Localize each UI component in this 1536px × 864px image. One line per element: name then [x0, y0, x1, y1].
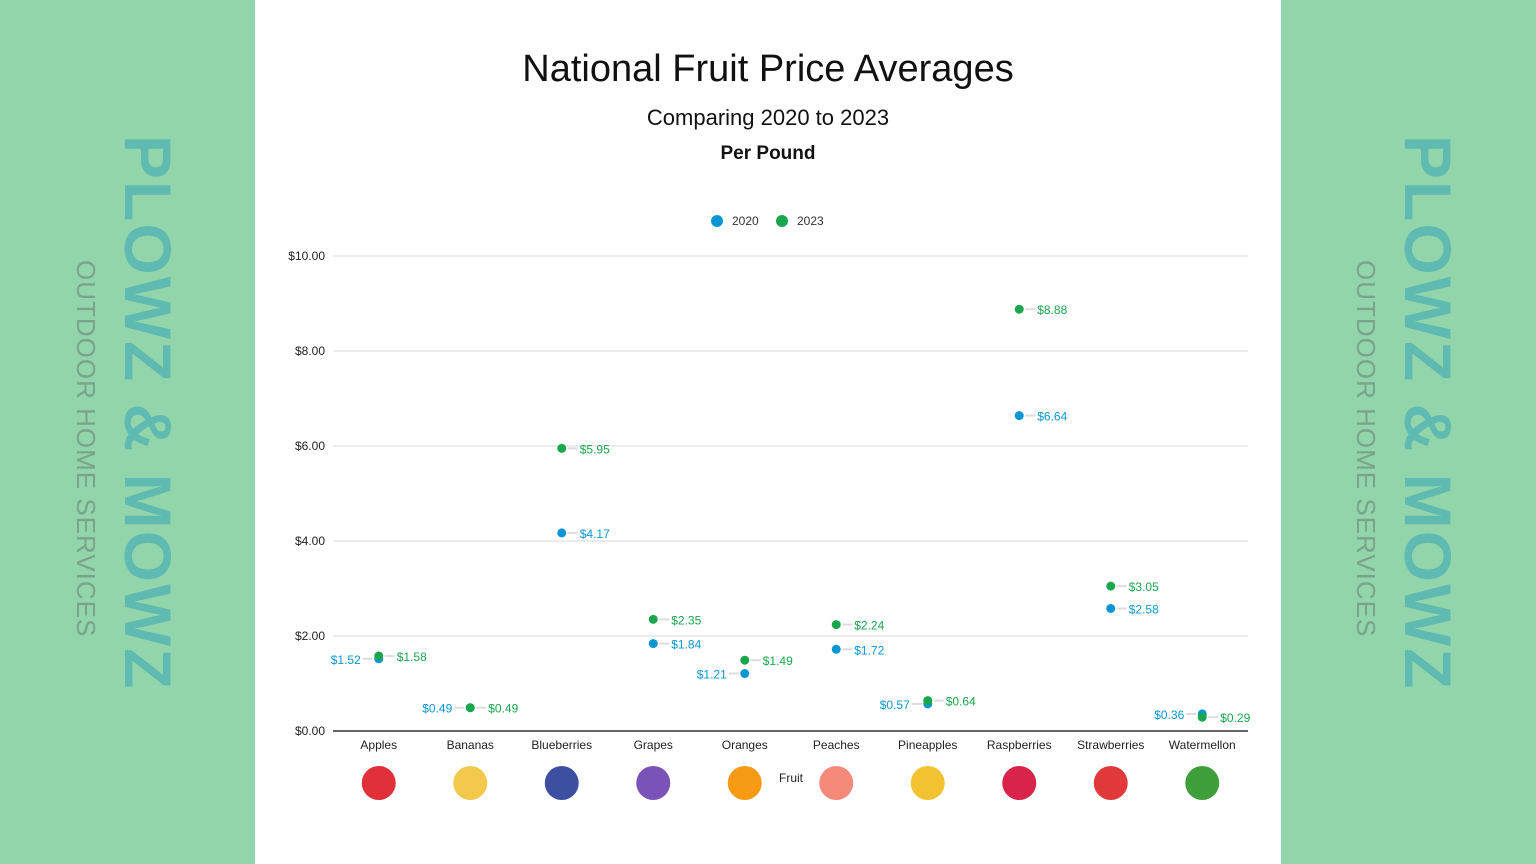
data-point-2023 — [1106, 581, 1116, 591]
chart-title: National Fruit Price Averages — [522, 48, 1014, 90]
y-tick-label: $0.00 — [295, 724, 325, 738]
legend-marker — [776, 215, 788, 227]
data-point-2023 — [740, 655, 750, 665]
strawberry-icon — [1093, 766, 1128, 800]
apple-icon — [361, 766, 396, 800]
x-tick-label: Pineapples — [898, 738, 957, 752]
data-point-2020 — [740, 669, 750, 679]
data-label-2023: $5.95 — [580, 442, 610, 456]
logo-tagline: OUTDOOR HOME SERVICES — [1351, 260, 1381, 638]
y-tick-label: $8.00 — [295, 344, 325, 358]
data-label-2020: $0.36 — [1154, 708, 1184, 722]
data-point-2020 — [831, 644, 841, 654]
data-point-2023 — [923, 696, 933, 706]
legend-label: 2023 — [797, 214, 824, 228]
banana-icon — [453, 766, 488, 800]
data-label-2020: $1.21 — [697, 668, 727, 682]
blueberries-icon — [544, 766, 579, 800]
data-point-2020 — [648, 639, 658, 649]
raspberry-icon — [1002, 766, 1037, 800]
logo-tagline: OUTDOOR HOME SERVICES — [71, 260, 101, 638]
data-point-2020 — [557, 528, 567, 538]
x-tick-label: Watermellon — [1169, 738, 1236, 752]
orange-icon — [727, 766, 762, 800]
data-label-2020: $6.64 — [1037, 410, 1067, 424]
x-tick-label: Peaches — [813, 738, 860, 752]
data-point-2023 — [1014, 304, 1024, 314]
y-tick-label: $10.00 — [288, 249, 325, 263]
pineapple-icon — [910, 766, 945, 800]
legend-marker — [711, 215, 723, 227]
grapes-icon — [636, 766, 671, 800]
data-point-2020 — [1106, 603, 1116, 613]
data-label-2023: $0.29 — [1220, 711, 1250, 725]
data-point-2020 — [1014, 411, 1024, 421]
y-tick-label: $2.00 — [295, 629, 325, 643]
data-label-2023: $2.24 — [854, 619, 884, 633]
data-point-2023 — [557, 443, 567, 453]
x-tick-label: Oranges — [722, 738, 768, 752]
chart-subtitle-unit: Per Pound — [720, 143, 816, 164]
peach-icon — [819, 766, 854, 800]
data-label-2020: $0.49 — [422, 702, 452, 716]
data-point-2023 — [374, 651, 384, 661]
watermelon-icon — [1185, 766, 1220, 800]
data-label-2020: $0.57 — [880, 698, 910, 712]
logo-brand: PLOWZ & MOWZ — [1391, 135, 1465, 691]
data-label-2020: $1.72 — [854, 643, 884, 657]
data-label-2023: $3.05 — [1129, 580, 1159, 594]
logo-brand: PLOWZ & MOWZ — [111, 135, 185, 691]
x-axis-title: Fruit — [779, 771, 804, 785]
legend-label: 2020 — [732, 214, 759, 228]
data-label-2023: $0.64 — [946, 695, 976, 709]
data-point-2023 — [465, 703, 475, 713]
x-tick-label: Raspberries — [987, 738, 1052, 752]
x-tick-label: Apples — [360, 738, 397, 752]
x-tick-label: Grapes — [634, 738, 673, 752]
x-tick-label: Strawberries — [1077, 738, 1144, 752]
y-tick-label: $6.00 — [295, 439, 325, 453]
data-point-2023 — [648, 614, 658, 624]
data-label-2020: $1.52 — [331, 653, 361, 667]
logo-left: PLOWZ & MOWZ OUTDOOR HOME SERVICES — [60, 135, 185, 735]
logo-right: PLOWZ & MOWZ OUTDOOR HOME SERVICES — [1340, 135, 1465, 735]
data-label-2023: $8.88 — [1037, 303, 1067, 317]
x-tick-label: Bananas — [447, 738, 494, 752]
chart-panel: National Fruit Price Averages Comparing … — [255, 0, 1281, 864]
data-label-2023: $2.35 — [671, 613, 701, 627]
data-label-2020: $2.58 — [1129, 602, 1159, 616]
chart-subtitle: Comparing 2020 to 2023 — [646, 105, 890, 130]
data-point-2023 — [1197, 712, 1207, 722]
data-label-2023: $1.58 — [397, 650, 427, 664]
data-label-2020: $4.17 — [580, 527, 610, 541]
x-tick-label: Blueberries — [531, 738, 592, 752]
y-tick-label: $4.00 — [295, 534, 325, 548]
data-label-2020: $1.84 — [671, 638, 701, 652]
data-label-2023: $0.49 — [488, 702, 518, 716]
data-point-2023 — [831, 620, 841, 630]
data-label-2023: $1.49 — [763, 654, 793, 668]
